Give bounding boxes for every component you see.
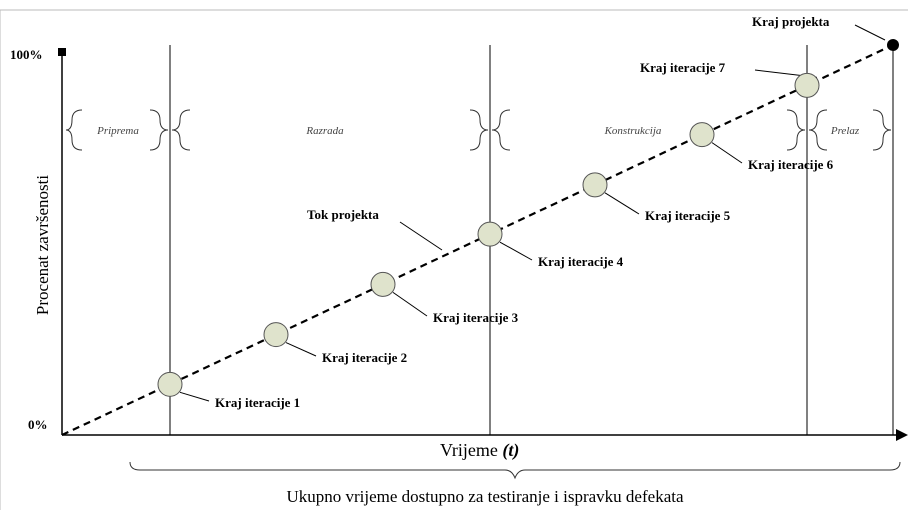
leader-line — [399, 221, 443, 251]
x-axis-arrow — [896, 429, 908, 441]
y-axis-marker — [58, 48, 66, 56]
iteration-milestone — [794, 72, 820, 98]
frame — [0, 9, 908, 510]
project-flow-line — [61, 44, 894, 436]
phase-label: Priprema — [96, 125, 139, 137]
leader-line — [179, 391, 210, 402]
leader-line — [604, 192, 640, 215]
footer-label: Ukupno vrijeme dostupno za testiranje i … — [286, 487, 683, 506]
iteration-label: Kraj iteracije 1 — [215, 395, 300, 410]
project-end-dot — [887, 39, 899, 51]
iteration-milestone — [157, 371, 183, 397]
iteration-label: Kraj iteracije 6 — [748, 157, 834, 172]
leader-line — [499, 241, 533, 261]
iteration-milestone — [689, 122, 715, 148]
y-bottom-label: 0% — [28, 417, 48, 432]
iteration-label: Kraj iteracije 2 — [322, 350, 407, 365]
iteration-label: Kraj iteracije 5 — [645, 208, 731, 223]
phase-braces — [65, 109, 901, 480]
iteration-milestone — [370, 271, 396, 297]
y-axis-label: Procenat završenosti — [33, 175, 52, 315]
y-top-label: 100% — [10, 47, 43, 62]
phase-label: Prelaz — [830, 125, 860, 137]
x-axis-label: Vrijeme (t) — [440, 440, 519, 461]
phase-label: Razrada — [305, 125, 344, 137]
project-end-label: Kraj projekta — [752, 14, 830, 29]
leader-line — [711, 142, 743, 164]
iteration-milestone — [263, 322, 289, 348]
project-flow-label: Tok projekta — [307, 207, 379, 222]
leader-line — [854, 24, 886, 41]
phase-lines — [169, 45, 894, 435]
iteration-milestone — [477, 221, 503, 247]
iteration-label: Kraj iteracije 3 — [433, 310, 519, 325]
leader-line — [285, 342, 317, 357]
iteration-milestone — [582, 172, 608, 198]
iteration-label: Kraj iteracije 7 — [640, 60, 726, 75]
iteration-label: Kraj iteracije 4 — [538, 254, 624, 269]
leader-line — [392, 291, 428, 317]
phase-label: Konstrukcija — [604, 125, 662, 137]
